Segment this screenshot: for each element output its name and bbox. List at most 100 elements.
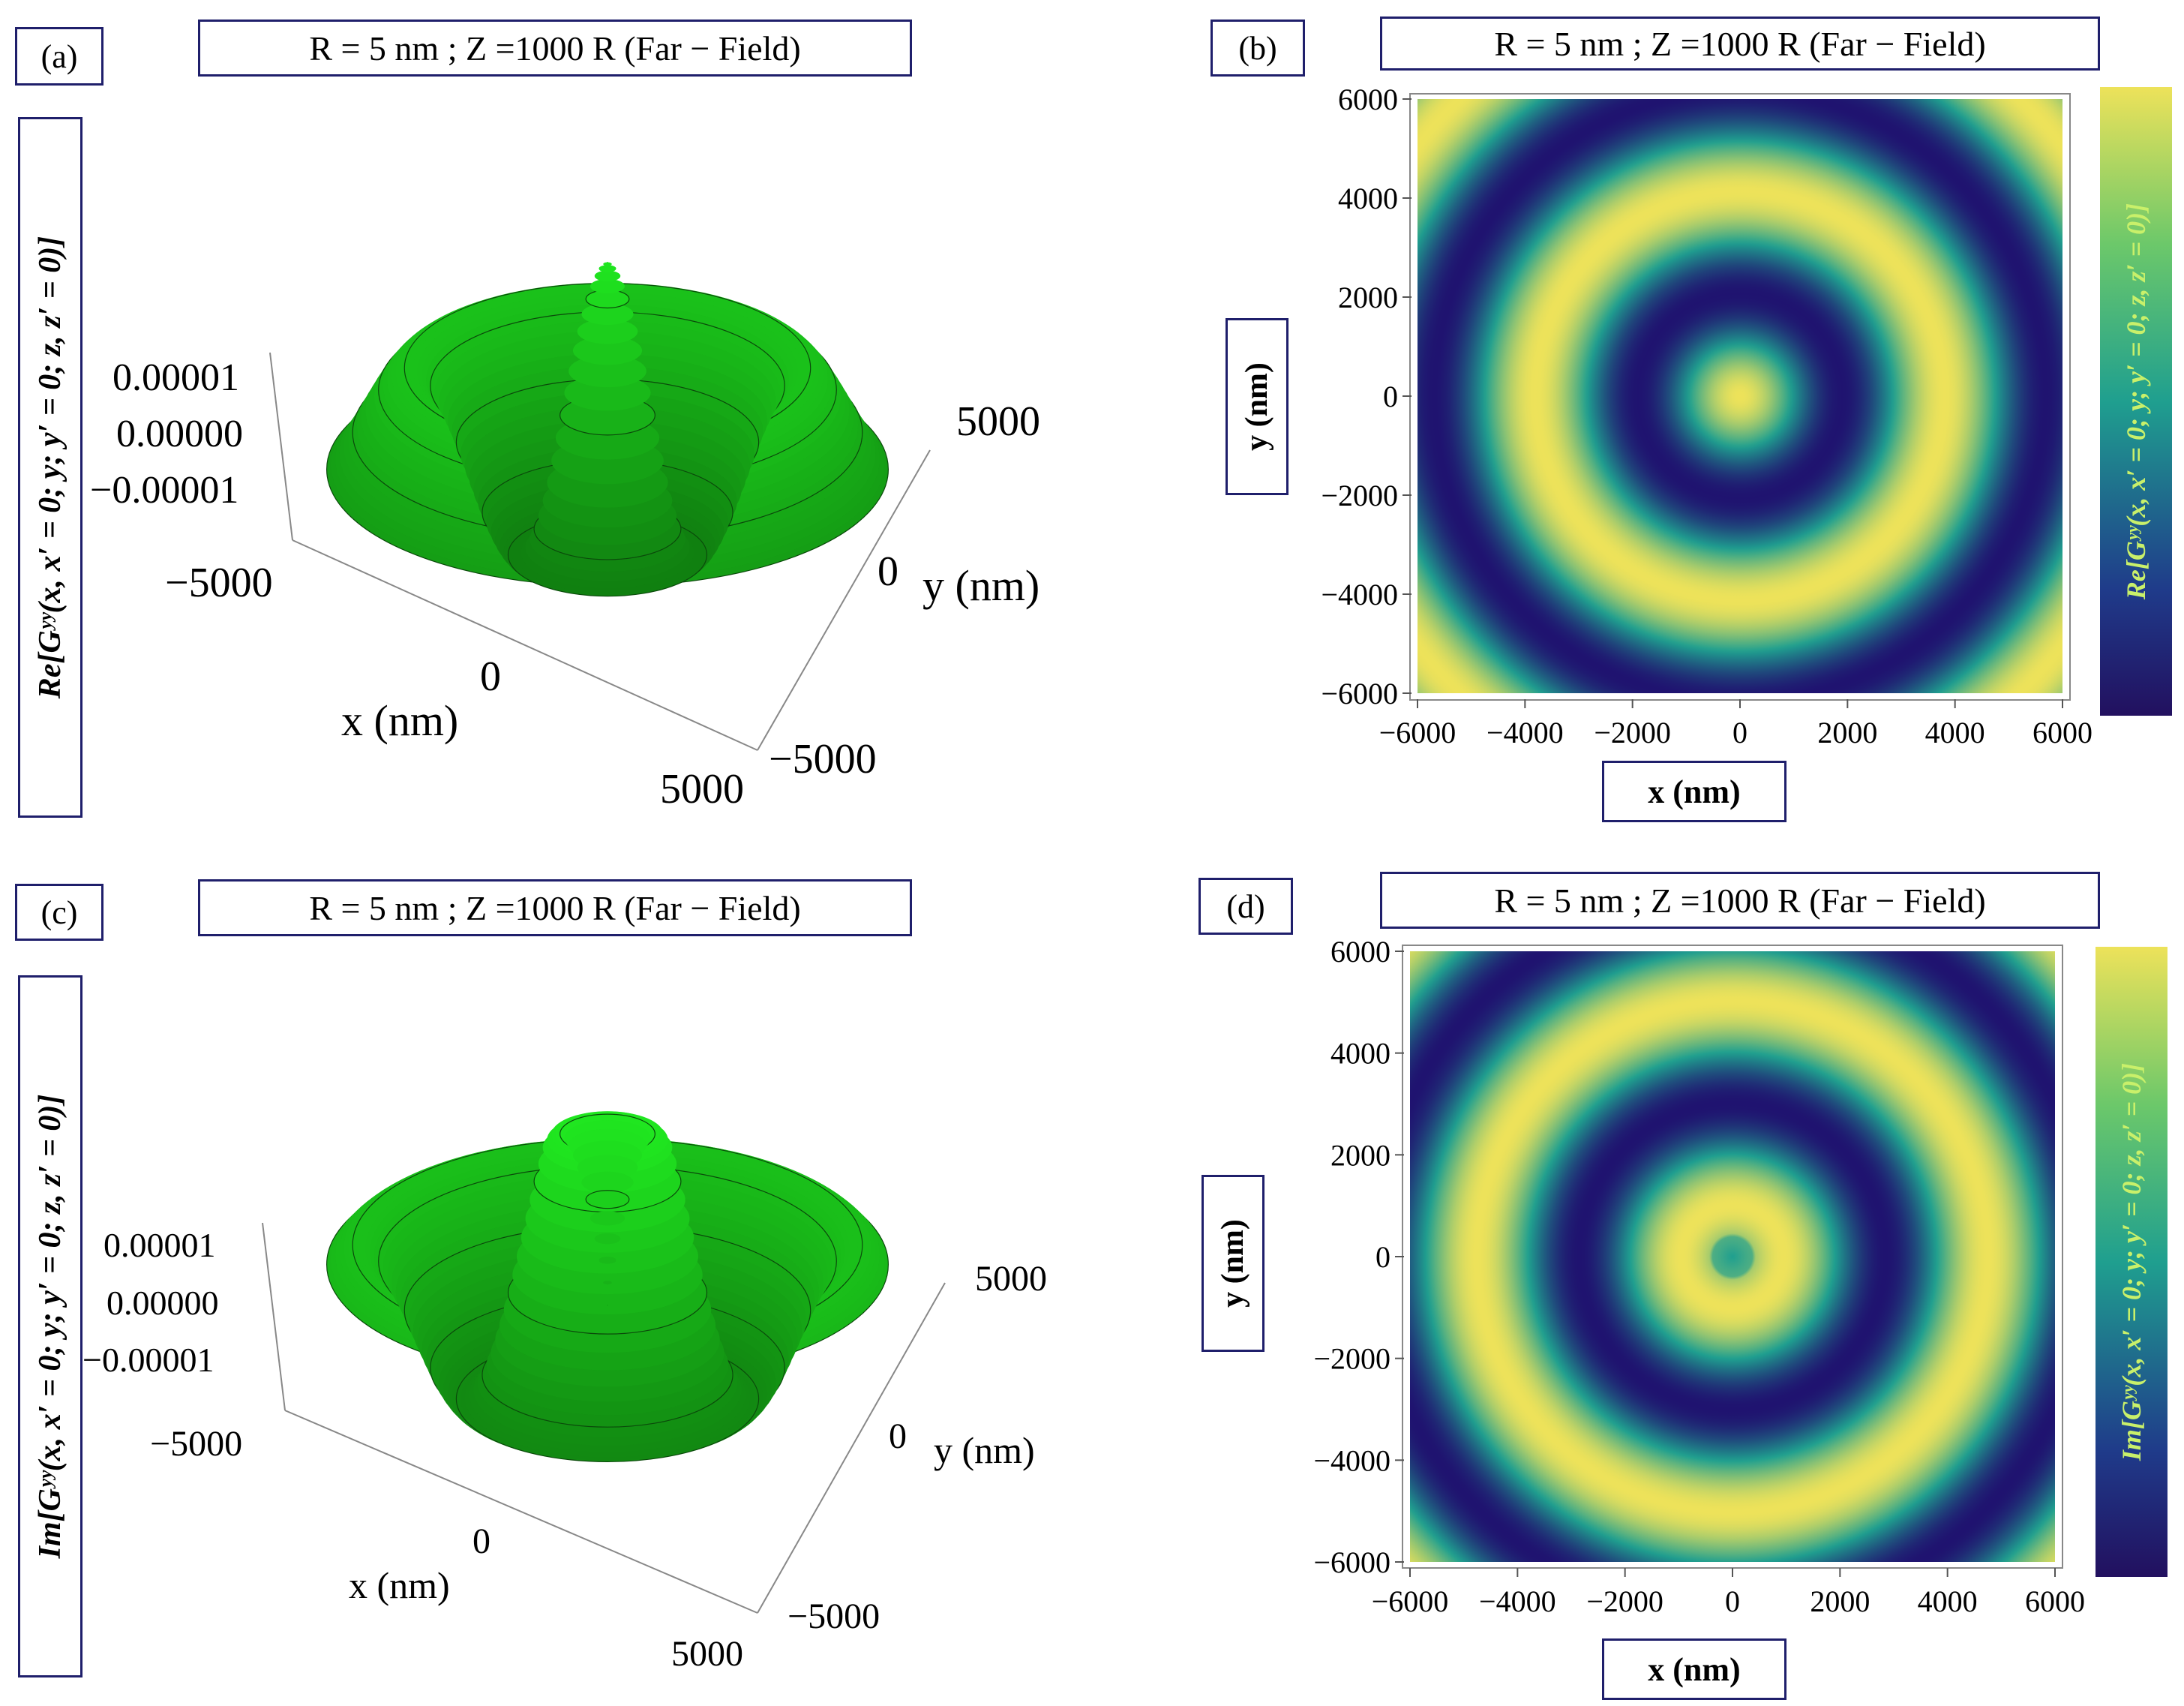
panel-d-xtick-4: 2000	[1810, 1584, 1870, 1618]
panel-a-zlabel-box: Re[Gʸʸ(x, x′ = 0; y; y′ = 0; z, z′ = 0)]	[18, 117, 82, 818]
panel-b-ytick-6: −6000	[1321, 677, 1398, 710]
panel-d-xtick-0: −6000	[1372, 1584, 1449, 1618]
panel-d-ylabel: y (nm)	[1216, 1219, 1250, 1308]
panel-a-surface	[326, 262, 889, 597]
panel-b-ytick-4: −2000	[1321, 479, 1398, 512]
panel-b-xtick-1: −4000	[1486, 716, 1564, 749]
panel-b-xtick-4: 2000	[1817, 716, 1877, 749]
panel-c-xtick-1: 0	[472, 1521, 490, 1561]
panel-d-ytick-5: −4000	[1313, 1443, 1390, 1477]
panel-a-ylabel: y (nm)	[922, 561, 1040, 610]
panel-a-ztick-0: 0.00001	[112, 356, 239, 399]
panel-c-surface-ring-64	[603, 1281, 612, 1285]
panel-a-surface-ring-63	[598, 265, 616, 272]
panel-c-surface-ring-61	[590, 1211, 626, 1226]
panel-a-ztick-2: −0.00001	[90, 469, 238, 512]
panel-a-surface-plot: 0.00001 0.00000 −0.00001 −5000 0 5000 x …	[90, 262, 1040, 812]
panel-c-surface-ring-65	[607, 1305, 608, 1306]
panel-c-surface-plot: 0.00001 0.00000 −0.00001 −5000 0 5000 x …	[82, 1111, 1047, 1674]
panel-b-xtick-2: −2000	[1594, 716, 1671, 749]
panel-c-yaxis	[757, 1282, 946, 1614]
panel-a-surface-ring-64	[603, 262, 612, 266]
panel-a-zlabel: Re[Gʸʸ(x, x′ = 0; y; y′ = 0; z, z′ = 0)]	[33, 236, 68, 699]
panel-a-ytick-2: −5000	[769, 736, 877, 782]
panel-d-heatmap-plot: −6000 −4000 −2000 0 2000 4000 6000 6000 4000 2000…	[1313, 935, 2085, 1618]
panel-a-surface-ring-58	[577, 318, 638, 344]
panel-d-xtick-2: −2000	[1586, 1584, 1664, 1618]
panel-d-colorbar-label: Im[Gʸʸ(x, x′ = 0; y; y′ = 0; z, z′ = 0)]	[2116, 1062, 2146, 1461]
panel-a-surface-ring-61	[590, 278, 626, 294]
panel-b-ytick-0: 6000	[1338, 83, 1398, 116]
panel-c-ztick-0: 0.00001	[104, 1226, 216, 1264]
panel-c-xtick-0: −5000	[150, 1424, 242, 1464]
panel-d-title: R = 5 nm ; Z =1000 R (Far − Field)	[1380, 872, 2100, 929]
panel-d-ytick-1: 4000	[1330, 1037, 1390, 1071]
panel-b-ylabel-box: y (nm)	[1226, 318, 1288, 495]
panel-a-label: (a)	[15, 27, 104, 86]
panel-c-zaxis	[262, 1222, 286, 1411]
panel-a-yaxis	[757, 449, 931, 751]
panel-d-colorbar: Im[Gʸʸ(x, x′ = 0; y; y′ = 0; z, z′ = 0)]	[2096, 947, 2168, 1577]
panel-c-ytick-2: −5000	[788, 1596, 880, 1636]
panel-b-ytick-1: 4000	[1338, 182, 1398, 215]
panel-a-surface-ring-57	[572, 336, 643, 365]
panel-c-xtick-2: 5000	[671, 1634, 743, 1674]
panel-c-zlabel-box: Im[Gʸʸ(x, x′ = 0; y; y′ = 0; z, z′ = 0)]	[18, 975, 82, 1677]
panel-b-xtick-0: −6000	[1379, 716, 1456, 749]
panel-a-surface-ring-56	[568, 355, 646, 388]
panel-d-ytick-2: 2000	[1330, 1138, 1390, 1172]
panel-a-surface-ring-62	[594, 270, 621, 282]
panel-c-ylabel: y (nm)	[934, 1429, 1035, 1471]
panel-a-surface-ring-59	[581, 303, 634, 326]
panel-d-heatmap	[1410, 951, 2055, 1562]
panel-c-xaxis	[284, 1410, 758, 1614]
panel-a-ztick-1: 0.00000	[116, 413, 243, 455]
panel-a-xlabel: x (nm)	[341, 696, 458, 745]
panel-d-ytick-3: 0	[1376, 1240, 1390, 1274]
panel-a-surface-ring-65	[607, 262, 608, 263]
panel-c-surface-ring-63	[598, 1257, 616, 1264]
panel-d-xtick-3: 0	[1725, 1584, 1740, 1618]
panel-c-surface-ring-60	[585, 1190, 630, 1209]
panel-b-ytick-3: 0	[1383, 380, 1398, 413]
panel-b-ticks: −6000 −4000 −2000 0 2000 4000 6000 6000 4000 2000…	[1321, 83, 2092, 749]
panel-d-ticks: −6000 −4000 −2000 0 2000 4000 6000 6000 4000 2000…	[1313, 935, 2085, 1618]
panel-c-surface	[326, 1111, 889, 1463]
panel-b-xlabel: x (nm)	[1602, 761, 1786, 822]
panel-c-label: (c)	[15, 884, 104, 941]
panel-b-title: R = 5 nm ; Z =1000 R (Far − Field)	[1380, 17, 2100, 71]
panel-a-xtick-2: 5000	[660, 766, 744, 812]
panel-c-title: R = 5 nm ; Z =1000 R (Far − Field)	[198, 879, 912, 936]
panel-c-ytick-0: 5000	[975, 1259, 1047, 1299]
panel-c-xlabel: x (nm)	[349, 1564, 450, 1606]
panel-c-ytick-1: 0	[889, 1416, 907, 1456]
panel-d-xtick-6: 6000	[2025, 1584, 2085, 1618]
panel-c-surface-ring-59	[581, 1171, 634, 1194]
panel-b-colorbar-label: Re[Gʸʸ(x, x′ = 0; y; y′ = 0; z, z′ = 0)]	[2121, 203, 2151, 600]
panel-b-label: (b)	[1210, 20, 1305, 77]
panel-b-ytick-5: −4000	[1321, 578, 1398, 611]
panel-a-ytick-1: 0	[878, 548, 898, 595]
panel-b-ylabel: y (nm)	[1240, 362, 1274, 451]
panel-d-xlabel: x (nm)	[1602, 1638, 1786, 1700]
panel-c-zlabel: Im[Gʸʸ(x, x′ = 0; y; y′ = 0; z, z′ = 0)]	[33, 1094, 68, 1559]
panel-a-xtick-1: 0	[480, 653, 501, 700]
panel-c-ztick-2: −0.00001	[82, 1341, 214, 1379]
panel-b-ytick-2: 2000	[1338, 281, 1398, 314]
panel-a-ytick-0: 5000	[956, 398, 1040, 445]
panel-d-xtick-1: −4000	[1479, 1584, 1556, 1618]
panel-a-title: R = 5 nm ; Z =1000 R (Far − Field)	[198, 20, 912, 77]
panel-b-colorbar: Re[Gʸʸ(x, x′ = 0; y; y′ = 0; z, z′ = 0)]	[2100, 87, 2172, 716]
panel-a-xaxis	[292, 539, 758, 751]
panel-c-ztick-1: 0.00000	[106, 1284, 219, 1322]
panel-b-heatmap	[1418, 99, 2062, 693]
panel-c-surface-ring-62	[594, 1233, 621, 1245]
panel-b-heatmap-plot: −6000 −4000 −2000 0 2000 4000 6000 6000 4000 2000…	[1321, 83, 2092, 749]
panel-b-xtick-3: 0	[1732, 716, 1748, 749]
panel-d-xtick-5: 4000	[1918, 1584, 1978, 1618]
panel-d-ytick-4: −2000	[1313, 1342, 1390, 1376]
panel-b-xtick-5: 4000	[1925, 716, 1985, 749]
panel-a-xtick-0: −5000	[165, 560, 273, 606]
panel-d-ytick-0: 6000	[1330, 935, 1390, 969]
panel-d-label: (d)	[1198, 878, 1293, 935]
